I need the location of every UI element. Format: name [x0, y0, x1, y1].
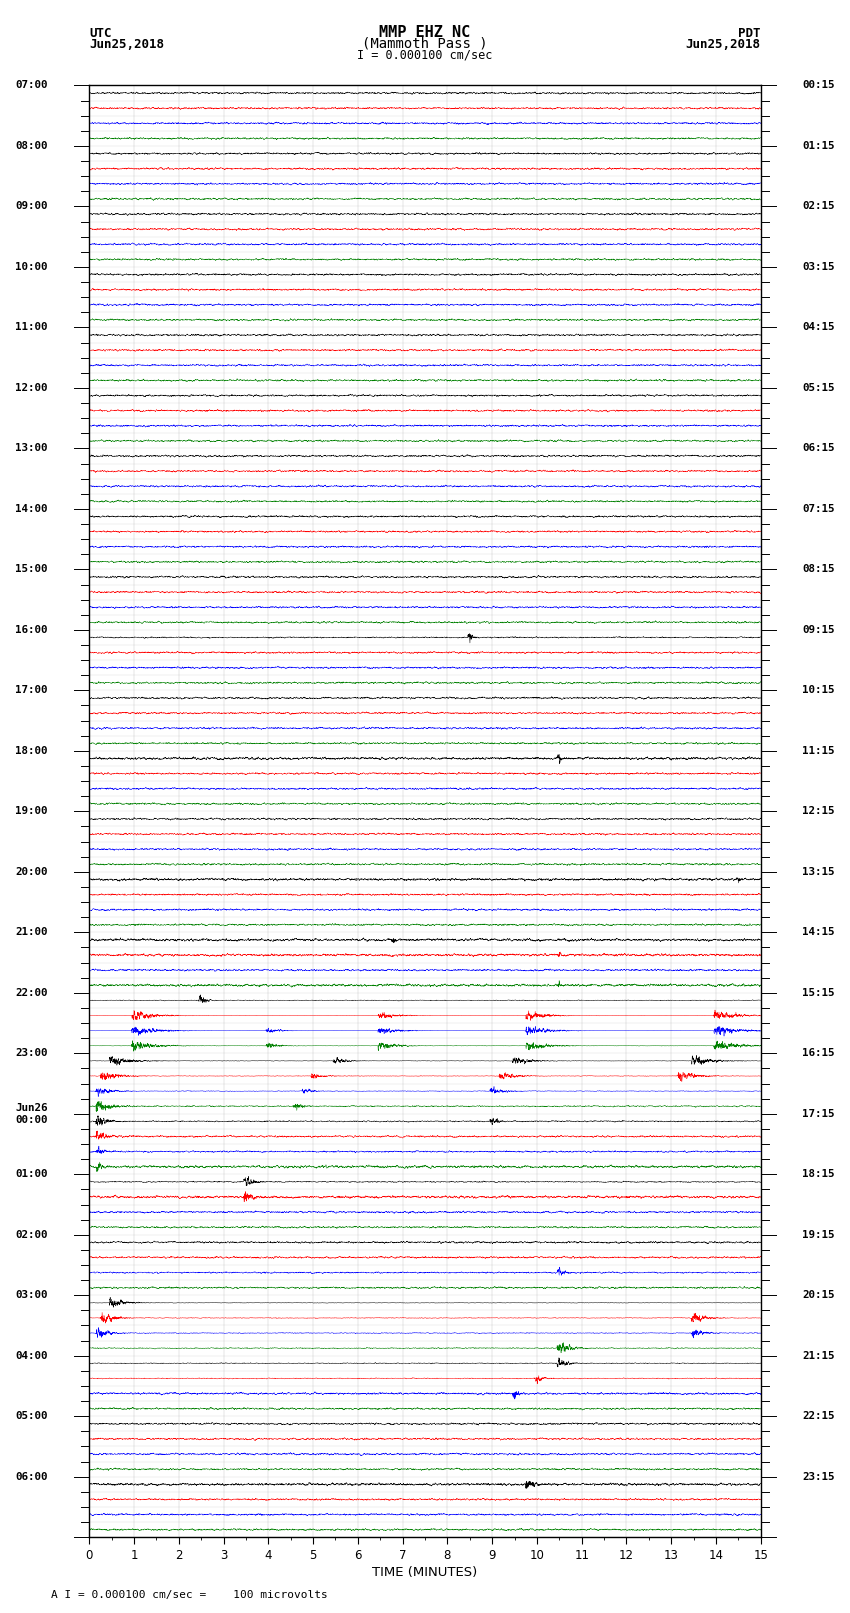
Text: 04:15: 04:15: [802, 323, 835, 332]
Text: 14:15: 14:15: [802, 927, 835, 937]
Text: (Mammoth Pass ): (Mammoth Pass ): [362, 37, 488, 50]
Text: 16:00: 16:00: [15, 624, 48, 636]
Text: 22:00: 22:00: [15, 987, 48, 998]
Text: 11:00: 11:00: [15, 323, 48, 332]
Text: Jun25,2018: Jun25,2018: [686, 37, 761, 50]
Text: 01:15: 01:15: [802, 140, 835, 152]
Text: 16:15: 16:15: [802, 1048, 835, 1058]
Text: 12:00: 12:00: [15, 382, 48, 394]
Text: 19:00: 19:00: [15, 806, 48, 816]
Text: 04:00: 04:00: [15, 1350, 48, 1361]
Text: 23:15: 23:15: [802, 1471, 835, 1482]
Text: Jun25,2018: Jun25,2018: [89, 37, 164, 50]
Text: 15:00: 15:00: [15, 565, 48, 574]
Text: 01:00: 01:00: [15, 1169, 48, 1179]
Text: 00:15: 00:15: [802, 81, 835, 90]
Text: 02:15: 02:15: [802, 202, 835, 211]
Text: 17:00: 17:00: [15, 686, 48, 695]
Text: 13:00: 13:00: [15, 444, 48, 453]
Text: 08:00: 08:00: [15, 140, 48, 152]
Text: 03:15: 03:15: [802, 261, 835, 273]
Text: 21:00: 21:00: [15, 927, 48, 937]
Text: 08:15: 08:15: [802, 565, 835, 574]
Text: 02:00: 02:00: [15, 1229, 48, 1240]
Text: 03:00: 03:00: [15, 1290, 48, 1300]
X-axis label: TIME (MINUTES): TIME (MINUTES): [372, 1566, 478, 1579]
Text: 10:00: 10:00: [15, 261, 48, 273]
Text: 07:00: 07:00: [15, 81, 48, 90]
Text: 20:00: 20:00: [15, 866, 48, 877]
Text: 13:15: 13:15: [802, 866, 835, 877]
Text: 05:00: 05:00: [15, 1411, 48, 1421]
Text: 12:15: 12:15: [802, 806, 835, 816]
Text: 09:00: 09:00: [15, 202, 48, 211]
Text: 23:00: 23:00: [15, 1048, 48, 1058]
Text: 18:00: 18:00: [15, 745, 48, 756]
Text: 06:00: 06:00: [15, 1471, 48, 1482]
Text: 10:15: 10:15: [802, 686, 835, 695]
Text: PDT: PDT: [739, 26, 761, 39]
Text: 06:15: 06:15: [802, 444, 835, 453]
Text: 18:15: 18:15: [802, 1169, 835, 1179]
Text: 22:15: 22:15: [802, 1411, 835, 1421]
Text: Jun26
00:00: Jun26 00:00: [15, 1103, 48, 1124]
Text: UTC: UTC: [89, 26, 111, 39]
Text: 19:15: 19:15: [802, 1229, 835, 1240]
Text: 17:15: 17:15: [802, 1108, 835, 1119]
Text: 07:15: 07:15: [802, 503, 835, 515]
Text: 21:15: 21:15: [802, 1350, 835, 1361]
Text: I = 0.000100 cm/sec: I = 0.000100 cm/sec: [357, 48, 493, 61]
Text: 15:15: 15:15: [802, 987, 835, 998]
Text: 09:15: 09:15: [802, 624, 835, 636]
Text: 05:15: 05:15: [802, 382, 835, 394]
Text: MMP EHZ NC: MMP EHZ NC: [379, 24, 471, 39]
Text: A I = 0.000100 cm/sec =    100 microvolts: A I = 0.000100 cm/sec = 100 microvolts: [51, 1590, 328, 1600]
Text: 11:15: 11:15: [802, 745, 835, 756]
Text: 14:00: 14:00: [15, 503, 48, 515]
Text: 20:15: 20:15: [802, 1290, 835, 1300]
